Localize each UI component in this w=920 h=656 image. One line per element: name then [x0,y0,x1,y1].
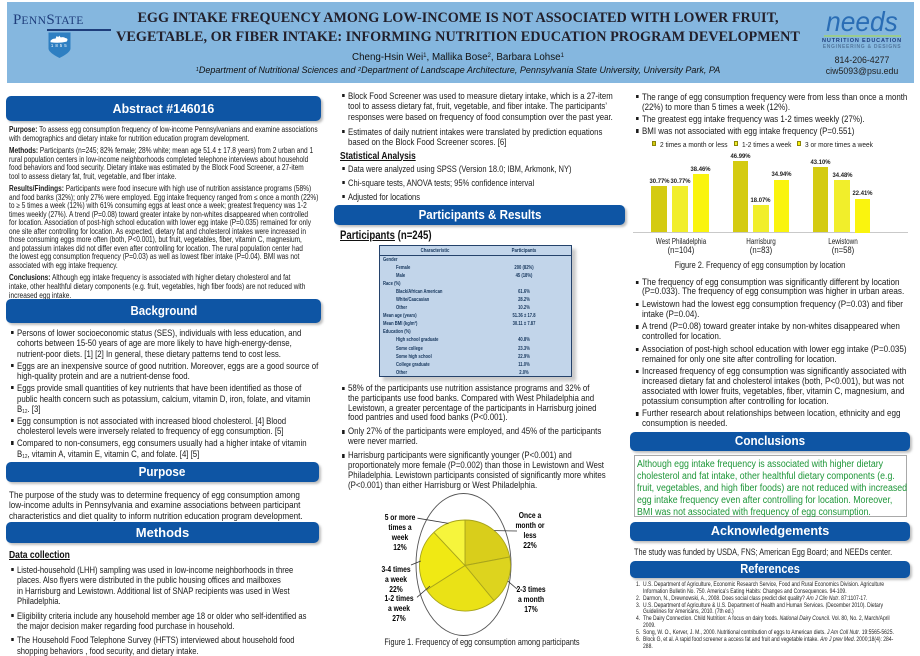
svg-text:1855: 1855 [51,43,69,48]
